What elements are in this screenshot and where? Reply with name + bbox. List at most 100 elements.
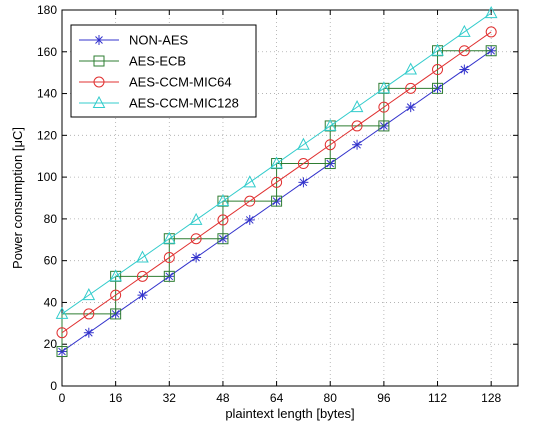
series-aes-ccm-mic64 bbox=[56, 26, 497, 339]
legend-label: NON-AES bbox=[129, 33, 189, 48]
data-point bbox=[323, 118, 337, 131]
data-point bbox=[298, 177, 309, 188]
data-point bbox=[83, 308, 95, 320]
x-axis-label: plaintext length [bytes] bbox=[225, 406, 354, 421]
data-point bbox=[271, 195, 283, 207]
data-point bbox=[377, 81, 391, 94]
data-point bbox=[56, 327, 68, 339]
data-point bbox=[191, 252, 202, 263]
data-point bbox=[83, 327, 94, 338]
x-tick-label: 80 bbox=[324, 391, 338, 405]
x-tick-label: 32 bbox=[163, 391, 177, 405]
x-tick-label: 64 bbox=[270, 391, 284, 405]
data-point bbox=[485, 45, 497, 57]
marker-stroke bbox=[192, 253, 200, 262]
data-point bbox=[56, 346, 68, 358]
data-point bbox=[110, 289, 122, 301]
data-point bbox=[351, 120, 363, 132]
data-point bbox=[82, 288, 96, 301]
data-point bbox=[405, 82, 417, 94]
x-tick-label: 128 bbox=[481, 391, 501, 405]
data-point bbox=[484, 6, 498, 19]
y-tick-label: 140 bbox=[37, 87, 57, 101]
data-point bbox=[244, 195, 256, 207]
legend-item: AES-CCM-MIC64 bbox=[79, 75, 232, 90]
legend-marker bbox=[92, 95, 106, 108]
data-point bbox=[270, 156, 283, 169]
data-point bbox=[458, 45, 470, 57]
data-point bbox=[324, 139, 336, 151]
x-tick-label: 16 bbox=[109, 391, 123, 405]
data-point bbox=[136, 250, 149, 263]
data-point bbox=[217, 214, 229, 226]
series-line bbox=[61, 31, 492, 334]
y-tick-label: 40 bbox=[44, 295, 58, 309]
data-point bbox=[109, 269, 122, 282]
legend-item: AES-CCM-MIC128 bbox=[79, 96, 239, 111]
legend-marker bbox=[94, 35, 104, 45]
y-axis-label: Power consumption [μC] bbox=[10, 127, 25, 269]
legend-marker bbox=[93, 76, 105, 88]
x-tick-label: 96 bbox=[377, 391, 391, 405]
legend: NON-AES AES-ECB AES-CCM-MIC64 AES-CCM-MIC12… bbox=[70, 24, 257, 118]
data-point bbox=[217, 233, 229, 245]
data-point bbox=[137, 290, 148, 301]
data-point bbox=[163, 252, 175, 264]
data-point bbox=[432, 64, 444, 76]
marker-stroke bbox=[245, 216, 254, 224]
marker-stroke bbox=[138, 291, 147, 299]
axis-ticks: 0 16 32 48 64 80 96 112 128 0 20 40 60 80 100 120 140 160… bbox=[37, 3, 518, 405]
data-point bbox=[55, 306, 69, 319]
legend-label: AES-CCM-MIC64 bbox=[129, 75, 232, 90]
data-point bbox=[485, 26, 497, 38]
data-point bbox=[271, 176, 283, 188]
data-point bbox=[189, 212, 203, 225]
marker-stroke bbox=[84, 328, 93, 337]
series-layer bbox=[55, 6, 498, 358]
data-point bbox=[378, 120, 390, 132]
data-point bbox=[404, 62, 418, 75]
data-point bbox=[190, 233, 202, 245]
series-aes-ccm-mic128 bbox=[55, 6, 498, 319]
data-point bbox=[405, 102, 416, 113]
y-tick-label: 20 bbox=[44, 337, 58, 351]
data-point bbox=[297, 158, 309, 170]
marker-stroke bbox=[95, 36, 103, 44]
y-tick-label: 80 bbox=[44, 212, 58, 226]
legend-item: AES-ECB bbox=[79, 54, 186, 69]
legend-label: AES-ECB bbox=[129, 54, 186, 69]
data-point bbox=[162, 231, 176, 244]
data-point bbox=[324, 158, 336, 170]
data-point bbox=[136, 270, 148, 282]
x-tick-label: 48 bbox=[216, 391, 230, 405]
x-tick-label: 0 bbox=[59, 391, 66, 405]
y-tick-label: 160 bbox=[37, 45, 57, 59]
data-point bbox=[163, 270, 175, 282]
data-point bbox=[432, 82, 444, 94]
series-line bbox=[61, 12, 492, 315]
legend-label: AES-CCM-MIC128 bbox=[129, 96, 239, 111]
y-tick-label: 120 bbox=[37, 128, 57, 142]
data-point bbox=[297, 137, 310, 150]
data-point bbox=[350, 100, 364, 113]
marker-stroke bbox=[353, 140, 361, 149]
series-line bbox=[61, 50, 492, 352]
plot-area-frame bbox=[61, 9, 519, 387]
marker-stroke bbox=[460, 65, 469, 74]
legend-marker bbox=[93, 55, 105, 67]
data-point bbox=[378, 101, 390, 113]
data-point bbox=[458, 24, 471, 37]
y-tick-label: 100 bbox=[37, 170, 57, 184]
legend-item: NON-AES bbox=[79, 33, 189, 48]
data-point bbox=[243, 175, 257, 188]
data-point bbox=[431, 43, 444, 56]
marker-stroke bbox=[299, 178, 308, 187]
x-tick-label: 112 bbox=[428, 391, 447, 405]
y-tick-label: 0 bbox=[50, 379, 57, 393]
data-point bbox=[352, 139, 363, 150]
y-tick-label: 60 bbox=[44, 254, 58, 268]
y-tick-label: 180 bbox=[37, 3, 57, 17]
data-point bbox=[244, 214, 255, 225]
data-point bbox=[110, 308, 122, 320]
